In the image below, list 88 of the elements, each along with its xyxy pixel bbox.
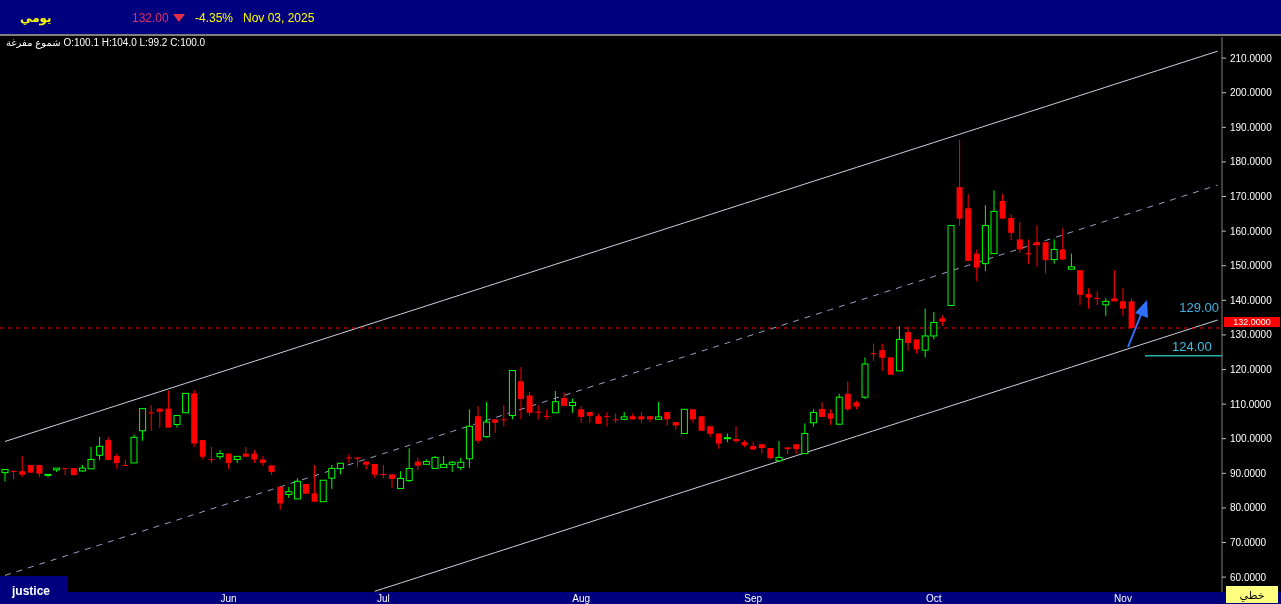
y-tick-label: 160.0000 <box>1230 225 1273 237</box>
candlestick <box>148 404 155 432</box>
candlestick <box>535 404 542 420</box>
candlestick <box>139 408 147 442</box>
x-tick-label: Jun <box>220 593 237 604</box>
y-tick-label: 120.0000 <box>1230 364 1273 376</box>
candlestick <box>500 404 507 428</box>
candlestick <box>844 381 851 412</box>
candlestick <box>405 447 413 483</box>
candlestick <box>879 343 886 372</box>
candlestick <box>182 392 190 414</box>
candlestick <box>999 193 1006 220</box>
y-tick-label: 110.0000 <box>1230 398 1272 410</box>
ref-line-label: 132.0000 <box>1233 317 1271 328</box>
candlestick <box>561 391 567 407</box>
text: Nov 03, 2025 <box>243 11 315 25</box>
candlestick <box>328 464 336 490</box>
y-tick-label: 60.0000 <box>1230 571 1267 583</box>
candlestick <box>346 453 352 464</box>
y-tick-label: 200.0000 <box>1230 87 1273 99</box>
candlestick <box>199 439 206 460</box>
x-tick-label: Oct <box>926 593 942 604</box>
y-tick-label: 80.0000 <box>1230 502 1267 514</box>
x-tick-label: Jul <box>377 593 390 604</box>
candlestick <box>105 436 112 461</box>
line-series <box>4 50 1219 442</box>
candlestick <box>1016 221 1023 254</box>
candlestick <box>380 464 387 479</box>
chart-subtitle: شموع مفرغة O:100.1 H:104.0 L:99.2 C:100.0 <box>6 37 206 49</box>
text: 132.00 <box>132 11 170 25</box>
y-tick-label: 190.0000 <box>1230 121 1273 133</box>
chart-title: يومي <box>20 11 52 26</box>
candlestick <box>165 390 172 429</box>
candlestick <box>10 469 17 481</box>
candlestick <box>389 473 395 489</box>
y-tick-label: 210.0000 <box>1230 52 1273 64</box>
y-tick-label: 180.0000 <box>1230 156 1273 168</box>
candlestick <box>216 449 224 460</box>
candlestick <box>96 436 104 461</box>
y-tick-label: 90.0000 <box>1230 467 1267 479</box>
annotation: 129.00 <box>1179 300 1219 315</box>
candlestick <box>733 425 739 444</box>
candlestick <box>612 412 619 424</box>
candlestick <box>1034 224 1040 268</box>
x-tick-label: Nov <box>1114 593 1132 604</box>
y-tick-label: 100.0000 <box>1230 433 1273 445</box>
candlestick <box>1094 290 1101 306</box>
candlestick <box>973 248 980 282</box>
y-tick-label: 130.0000 <box>1230 329 1273 341</box>
y-tick-label: 170.0000 <box>1230 191 1273 203</box>
candlestick <box>260 455 266 467</box>
candlestick <box>122 458 129 467</box>
candlestick <box>1085 287 1092 310</box>
candlestick <box>1050 238 1058 265</box>
candlestick <box>543 408 550 420</box>
x-tick-label: Aug <box>572 593 591 604</box>
x-tick-label: Sep <box>744 593 763 604</box>
text: خطي <box>1239 589 1265 602</box>
candlestick <box>775 440 783 462</box>
candlestick <box>518 366 524 420</box>
candlestick <box>1025 238 1032 265</box>
candlestick <box>551 390 559 414</box>
candlestick <box>819 401 825 418</box>
candlestick <box>319 479 327 503</box>
candlestick <box>1008 213 1015 241</box>
y-tick-label: 150.0000 <box>1230 260 1273 272</box>
candlestick <box>293 477 301 500</box>
annotation: justice <box>11 584 51 598</box>
candlestick <box>208 446 215 464</box>
candlestick <box>526 391 533 417</box>
ref-line-label: 124.00 <box>1172 338 1212 354</box>
candlestick <box>1059 227 1066 260</box>
candlestick <box>1042 241 1049 274</box>
candlestick <box>483 401 491 439</box>
line-series <box>374 319 1219 592</box>
y-tick-label: 140.0000 <box>1230 294 1273 306</box>
candlestick <box>19 455 26 478</box>
candlestick <box>1 469 9 483</box>
line-series <box>4 184 1219 576</box>
text: -4.35% <box>195 11 234 25</box>
y-tick-label: 70.0000 <box>1230 537 1267 549</box>
candlestick <box>870 343 877 362</box>
candlestick <box>311 464 318 503</box>
candlestick <box>1120 287 1126 317</box>
candlestick <box>1111 269 1118 302</box>
candlestick <box>647 415 653 423</box>
candlestick <box>801 422 809 455</box>
candlestick <box>604 411 610 428</box>
